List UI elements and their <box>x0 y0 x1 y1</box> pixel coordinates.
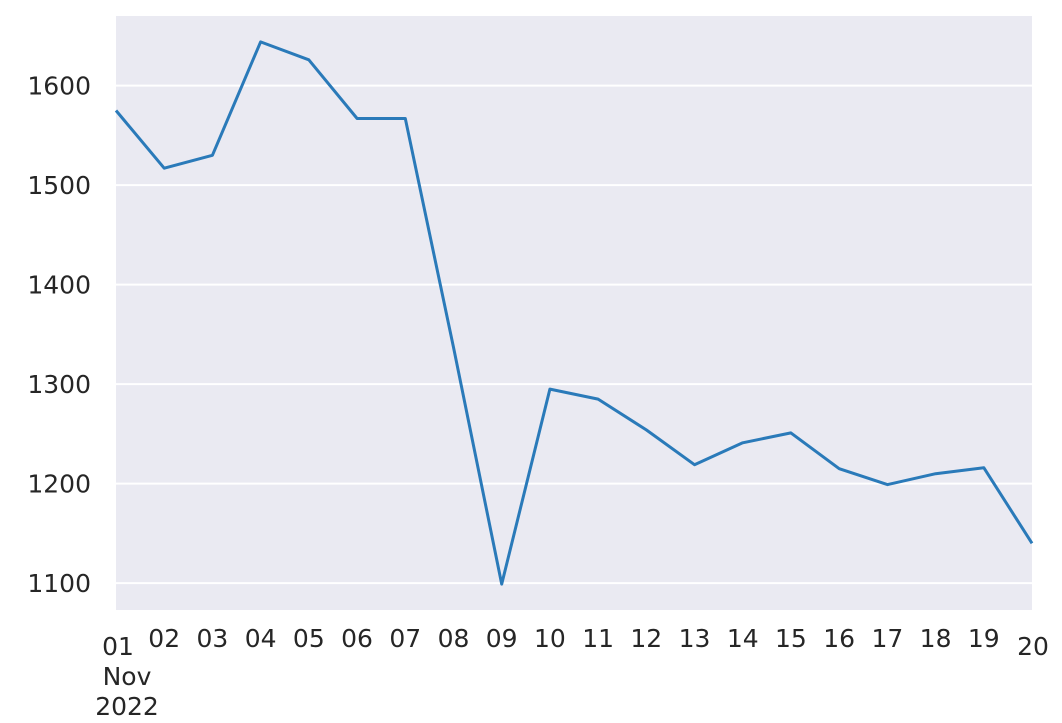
x-tick-label: 15 <box>775 624 807 653</box>
x-tick-label: 03 <box>197 624 229 653</box>
x-axis-ticks: 01 02 03 04 05 06 07 08 09 10 11 12 13 14 15 16 17 18 19 20… <box>95 624 1049 721</box>
x-tick-label: 09 <box>486 624 518 653</box>
x-tick-label: 06 <box>341 624 373 653</box>
y-tick-label: 1300 <box>27 370 91 399</box>
x-tick-label: 04 <box>245 624 277 653</box>
x-tick-label: 02 <box>148 624 180 653</box>
y-tick-label: 1400 <box>27 271 91 300</box>
x-tick-label: 13 <box>679 624 711 653</box>
series-line <box>114 40 1034 586</box>
y-tick-label: 1500 <box>27 171 91 200</box>
x-tick-label: 01 <box>102 632 134 661</box>
y-tick-label: 1100 <box>27 569 91 598</box>
x-tick-label: 19 <box>968 624 1000 653</box>
x-tick-label: 11 <box>582 624 614 653</box>
x-tick-label: 07 <box>389 624 421 653</box>
x-tick-label: 17 <box>871 624 903 653</box>
series-group <box>114 40 1034 586</box>
grid-lines <box>116 84 1032 585</box>
x-tick-sublabel: 2022 <box>95 692 159 721</box>
x-tick-label: 16 <box>823 624 855 653</box>
y-axis-ticks: 1100 1200 1300 1400 1500 1600 <box>27 72 91 598</box>
x-tick-label: 12 <box>630 624 662 653</box>
y-tick-label: 1200 <box>27 470 91 499</box>
x-tick-label: 14 <box>727 624 759 653</box>
x-tick-label: 18 <box>920 624 952 653</box>
y-tick-label: 1600 <box>27 72 91 101</box>
x-tick-label: 20 <box>1017 632 1049 661</box>
plot-background <box>116 16 1032 610</box>
x-tick-label: 05 <box>293 624 325 653</box>
x-tick-label: 08 <box>438 624 470 653</box>
x-tick-sublabel: Nov <box>103 662 152 691</box>
x-tick-label: 10 <box>534 624 566 653</box>
